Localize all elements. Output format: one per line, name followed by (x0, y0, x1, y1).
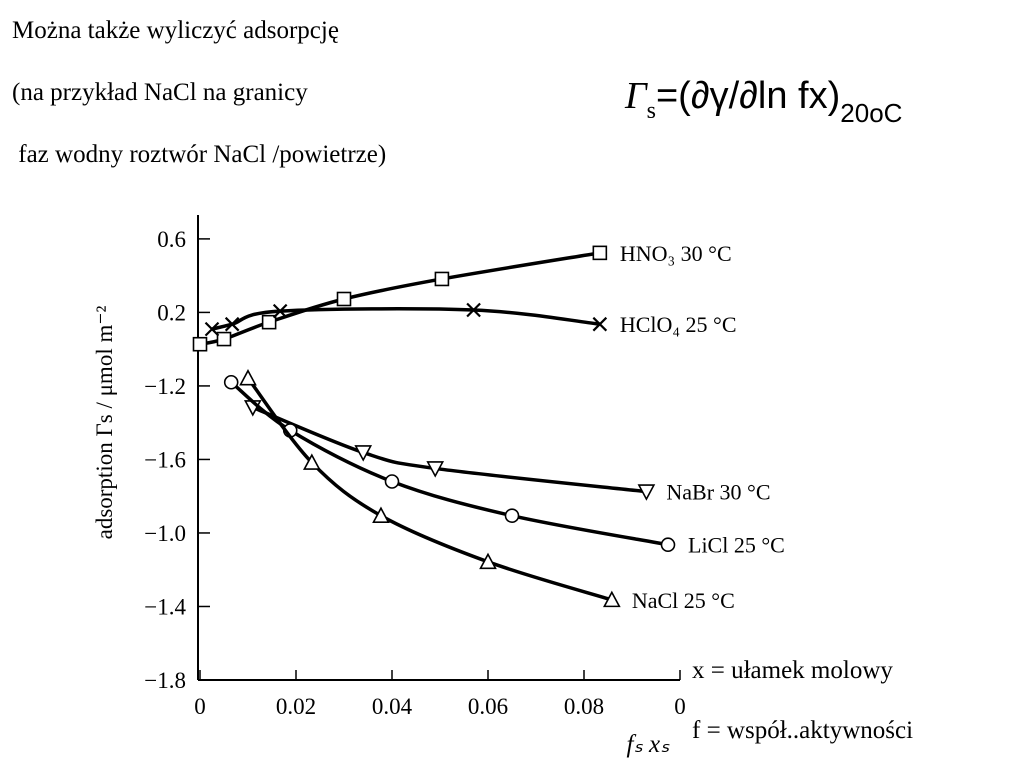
slide-line: (na przykład NaCl na granicy (12, 79, 308, 106)
note: x = ułamek molowy (692, 657, 893, 684)
y-tick-label: 0.6 (157, 227, 186, 252)
marker (434, 271, 450, 287)
marker (224, 316, 240, 332)
marker (336, 291, 352, 307)
note: f = współ..aktywności (692, 717, 913, 744)
y-tick-label: −1.2 (144, 374, 186, 399)
x-tick-label: 0.08 (564, 694, 604, 719)
marker (384, 474, 400, 489)
marker (592, 316, 608, 332)
marker (660, 537, 676, 553)
x-tick-label: 0 (674, 694, 686, 719)
marker (466, 302, 481, 318)
chart: 0.6 0.2 −1.2 −1.6 −1.0 −1.4 −1.8 0 0.02 0.04 0.06 0… (92, 215, 785, 758)
marker (261, 314, 277, 330)
marker (479, 552, 497, 570)
slide-line: Można także wyliczyć adsorpcję (12, 17, 339, 44)
curve (230, 380, 669, 547)
x-tick-label: 0 (194, 694, 206, 719)
x-tick-label: 0.04 (372, 694, 413, 719)
marker (216, 331, 232, 347)
marker (272, 303, 288, 319)
y-tick-label: 0.2 (157, 300, 186, 325)
marker (354, 445, 373, 462)
formula-sub: s (647, 98, 656, 124)
formula-symbol: Γ (624, 75, 648, 117)
curve (199, 251, 601, 346)
marker (426, 461, 445, 478)
curve (246, 377, 613, 602)
x-tick-label: 0.02 (276, 694, 316, 719)
series-label: LiCl 25 °C (688, 533, 785, 558)
marker (372, 506, 390, 523)
marker (239, 369, 257, 386)
marker (637, 484, 656, 501)
series-label: HNO₃ 30 °C (620, 241, 732, 266)
slide-line: faz wodny roztwór NaCl /powietrze) (12, 141, 386, 168)
formula: Γs=(∂γ/∂ln fx)20oC (624, 75, 902, 128)
series-label: NaBr 30 °C (666, 480, 770, 505)
marker (192, 336, 208, 352)
x-tick-label: 0.06 (468, 694, 508, 719)
formula-sub: 20oC (840, 98, 902, 128)
y-tick-label: −1.4 (144, 594, 186, 619)
x-axis-label: fₛ xₛ (627, 731, 671, 758)
series-label: NaCl 25 °C (632, 588, 735, 613)
marker (603, 590, 621, 608)
marker (223, 374, 239, 390)
series-label: HClO₄ 25 °C (620, 312, 737, 337)
marker (204, 321, 220, 337)
curve (211, 307, 601, 331)
marker (504, 508, 520, 523)
y-tick-label: −1.6 (144, 447, 186, 472)
formula-body: =(∂γ/∂ln fx) (656, 75, 840, 117)
marker (303, 453, 321, 470)
y-tick-label: −1.8 (144, 668, 186, 693)
y-axis-label: adsorption Γs / μmol m⁻² (92, 306, 117, 540)
marker (592, 245, 608, 261)
y-tick-label: −1.0 (144, 521, 186, 546)
curve (252, 405, 647, 494)
